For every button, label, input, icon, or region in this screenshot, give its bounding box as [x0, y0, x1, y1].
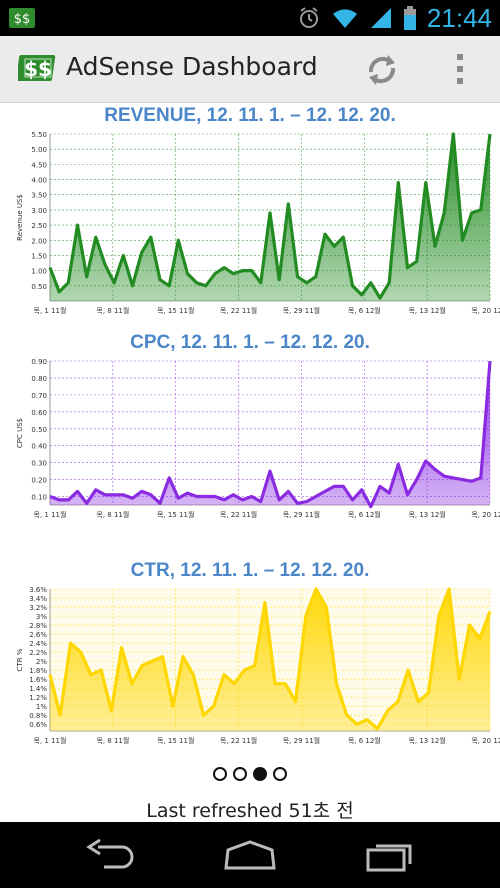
- svg-text:$$: $$: [14, 12, 31, 27]
- x-tick-label: 목, 29 11월: [283, 306, 320, 315]
- ctr-chart: 0.6%0.8%1%1.2%1.4%1.6%1.8%2%2.2%2.4%2.6%…: [16, 586, 500, 745]
- x-tick-label: 목, 1 11월: [34, 510, 67, 519]
- refresh-icon[interactable]: [362, 50, 402, 90]
- x-tick-label: 목, 8 11월: [96, 510, 129, 519]
- y-tick-label: 5.00: [31, 146, 47, 154]
- y-tick-label: 5.50: [31, 131, 47, 139]
- x-tick-label: 목, 22 11월: [220, 510, 257, 519]
- y-tick-label: 3.00: [31, 207, 47, 215]
- page-dot[interactable]: [213, 767, 227, 781]
- y-tick-label: 0.10: [31, 494, 47, 502]
- x-tick-label: 목, 13 12월: [408, 736, 445, 745]
- x-tick-label: 목, 1 11월: [34, 306, 67, 315]
- y-tick-label: 0.6%: [29, 721, 47, 729]
- revenue-chart-title: REVENUE, 12. 11. 1. – 12. 12. 20.: [104, 105, 396, 126]
- ctr-line: [48, 587, 492, 731]
- y-tick-label: 2.00: [31, 237, 47, 245]
- y-tick-label: 1%: [36, 703, 47, 711]
- x-tick-label: 목, 20 12월: [471, 306, 500, 315]
- ctr-chart-title: CTR, 12. 11. 1. – 12. 12. 20.: [130, 560, 370, 581]
- x-tick-label: 목, 22 11월: [220, 306, 257, 315]
- x-tick-label: 목, 29 11월: [283, 510, 320, 519]
- signal-icon: [370, 8, 391, 28]
- y-tick-label: 0.90: [31, 358, 47, 366]
- y-tick-label: 1.00: [31, 268, 47, 276]
- wifi-icon: [332, 9, 357, 28]
- page-dot[interactable]: [253, 767, 267, 781]
- svg-text:$$: $$: [24, 57, 52, 81]
- y-tick-label: 3.50: [31, 192, 47, 200]
- x-tick-label: 목, 20 12월: [471, 736, 500, 745]
- cpc-area: [50, 361, 490, 507]
- y-tick-label: 0.30: [31, 460, 47, 468]
- y-tick-label: 0.40: [31, 443, 47, 451]
- x-tick-label: 목, 15 11월: [157, 510, 194, 519]
- last-refreshed-text: Last refreshed 51초 전: [146, 800, 354, 822]
- y-axis-label: Revenue US$: [16, 194, 24, 241]
- app-logo-icon: $$: [18, 55, 56, 81]
- x-tick-label: 목, 13 12월: [408, 306, 445, 315]
- x-tick-label: 목, 29 11월: [283, 736, 320, 745]
- x-tick-label: 목, 15 11월: [157, 736, 194, 745]
- app-notification-icon: $$: [9, 8, 35, 28]
- y-tick-label: 1.2%: [29, 694, 47, 702]
- status-clock: 21:44: [426, 2, 492, 33]
- y-tick-label: 0.20: [31, 477, 47, 485]
- y-axis-label: CTR %: [16, 648, 24, 671]
- y-tick-label: 4.00: [31, 177, 47, 185]
- x-tick-label: 목, 22 11월: [220, 736, 257, 745]
- battery-icon: [403, 6, 416, 30]
- y-tick-label: 2%: [36, 658, 47, 666]
- navigation-bar: [0, 822, 500, 888]
- y-tick-label: 0.60: [31, 409, 47, 417]
- y-tick-label: 4.50: [31, 161, 47, 169]
- x-tick-label: 목, 6 12월: [348, 510, 381, 519]
- y-tick-label: 3.4%: [29, 595, 47, 603]
- page-dot[interactable]: [273, 767, 287, 781]
- y-tick-label: 3%: [36, 613, 47, 621]
- y-tick-label: 2.8%: [29, 622, 47, 630]
- y-tick-label: 0.8%: [29, 712, 47, 720]
- y-tick-label: 3.2%: [29, 604, 47, 612]
- y-tick-label: 0.50: [31, 426, 47, 434]
- x-tick-label: 목, 1 11월: [34, 736, 67, 745]
- back-icon[interactable]: [84, 838, 138, 872]
- dashboard-content: REVENUE, 12. 11. 1. – 12. 12. 20. 0.50 1.…: [0, 103, 500, 823]
- overflow-menu-icon[interactable]: [452, 52, 468, 86]
- action-bar: $$ AdSense Dashboard: [0, 36, 500, 103]
- cpc-chart-title: CPC, 12. 11. 1. – 12. 12. 20.: [130, 332, 370, 353]
- y-tick-label: 0.50: [31, 283, 47, 291]
- y-tick-label: 2.50: [31, 222, 47, 230]
- x-tick-label: 목, 6 12월: [348, 736, 381, 745]
- app-title: AdSense Dashboard: [66, 52, 318, 81]
- cpc-chart: 0.10 0.20 0.30 0.40 0.50 0.60 0.70 0.80 0.90 목, 1…: [16, 358, 500, 519]
- y-tick-label: 2.4%: [29, 640, 47, 648]
- y-tick-label: 1.8%: [29, 667, 47, 675]
- recent-apps-icon[interactable]: [364, 838, 416, 872]
- y-tick-label: 1.50: [31, 252, 47, 260]
- x-tick-label: 목, 15 11월: [157, 306, 194, 315]
- home-icon[interactable]: [222, 838, 278, 872]
- status-bar: $$ 21:44: [0, 0, 500, 36]
- page-dot[interactable]: [233, 767, 247, 781]
- y-tick-label: 1.6%: [29, 676, 47, 684]
- x-tick-label: 목, 20 12월: [471, 510, 500, 519]
- y-tick-label: 0.80: [31, 375, 47, 383]
- x-tick-label: 목, 13 12월: [408, 510, 445, 519]
- x-tick-label: 목, 6 12월: [348, 306, 381, 315]
- y-tick-label: 3.6%: [29, 586, 47, 594]
- y-tick-label: 1.4%: [29, 685, 47, 693]
- x-tick-label: 목, 8 11월: [96, 306, 129, 315]
- x-tick-label: 목, 8 11월: [96, 736, 129, 745]
- y-tick-label: 2.2%: [29, 649, 47, 657]
- y-tick-label: 0.70: [31, 392, 47, 400]
- y-tick-label: 2.6%: [29, 631, 47, 639]
- alarm-icon: [299, 7, 318, 28]
- page-indicator: [0, 767, 500, 781]
- revenue-chart: 0.50 1.00 1.50 2.00 2.50 3.00 3.50 4.00 4.50 5.00…: [16, 131, 500, 315]
- y-axis-label: CPC US$: [16, 418, 24, 448]
- ctr-area: [50, 589, 490, 731]
